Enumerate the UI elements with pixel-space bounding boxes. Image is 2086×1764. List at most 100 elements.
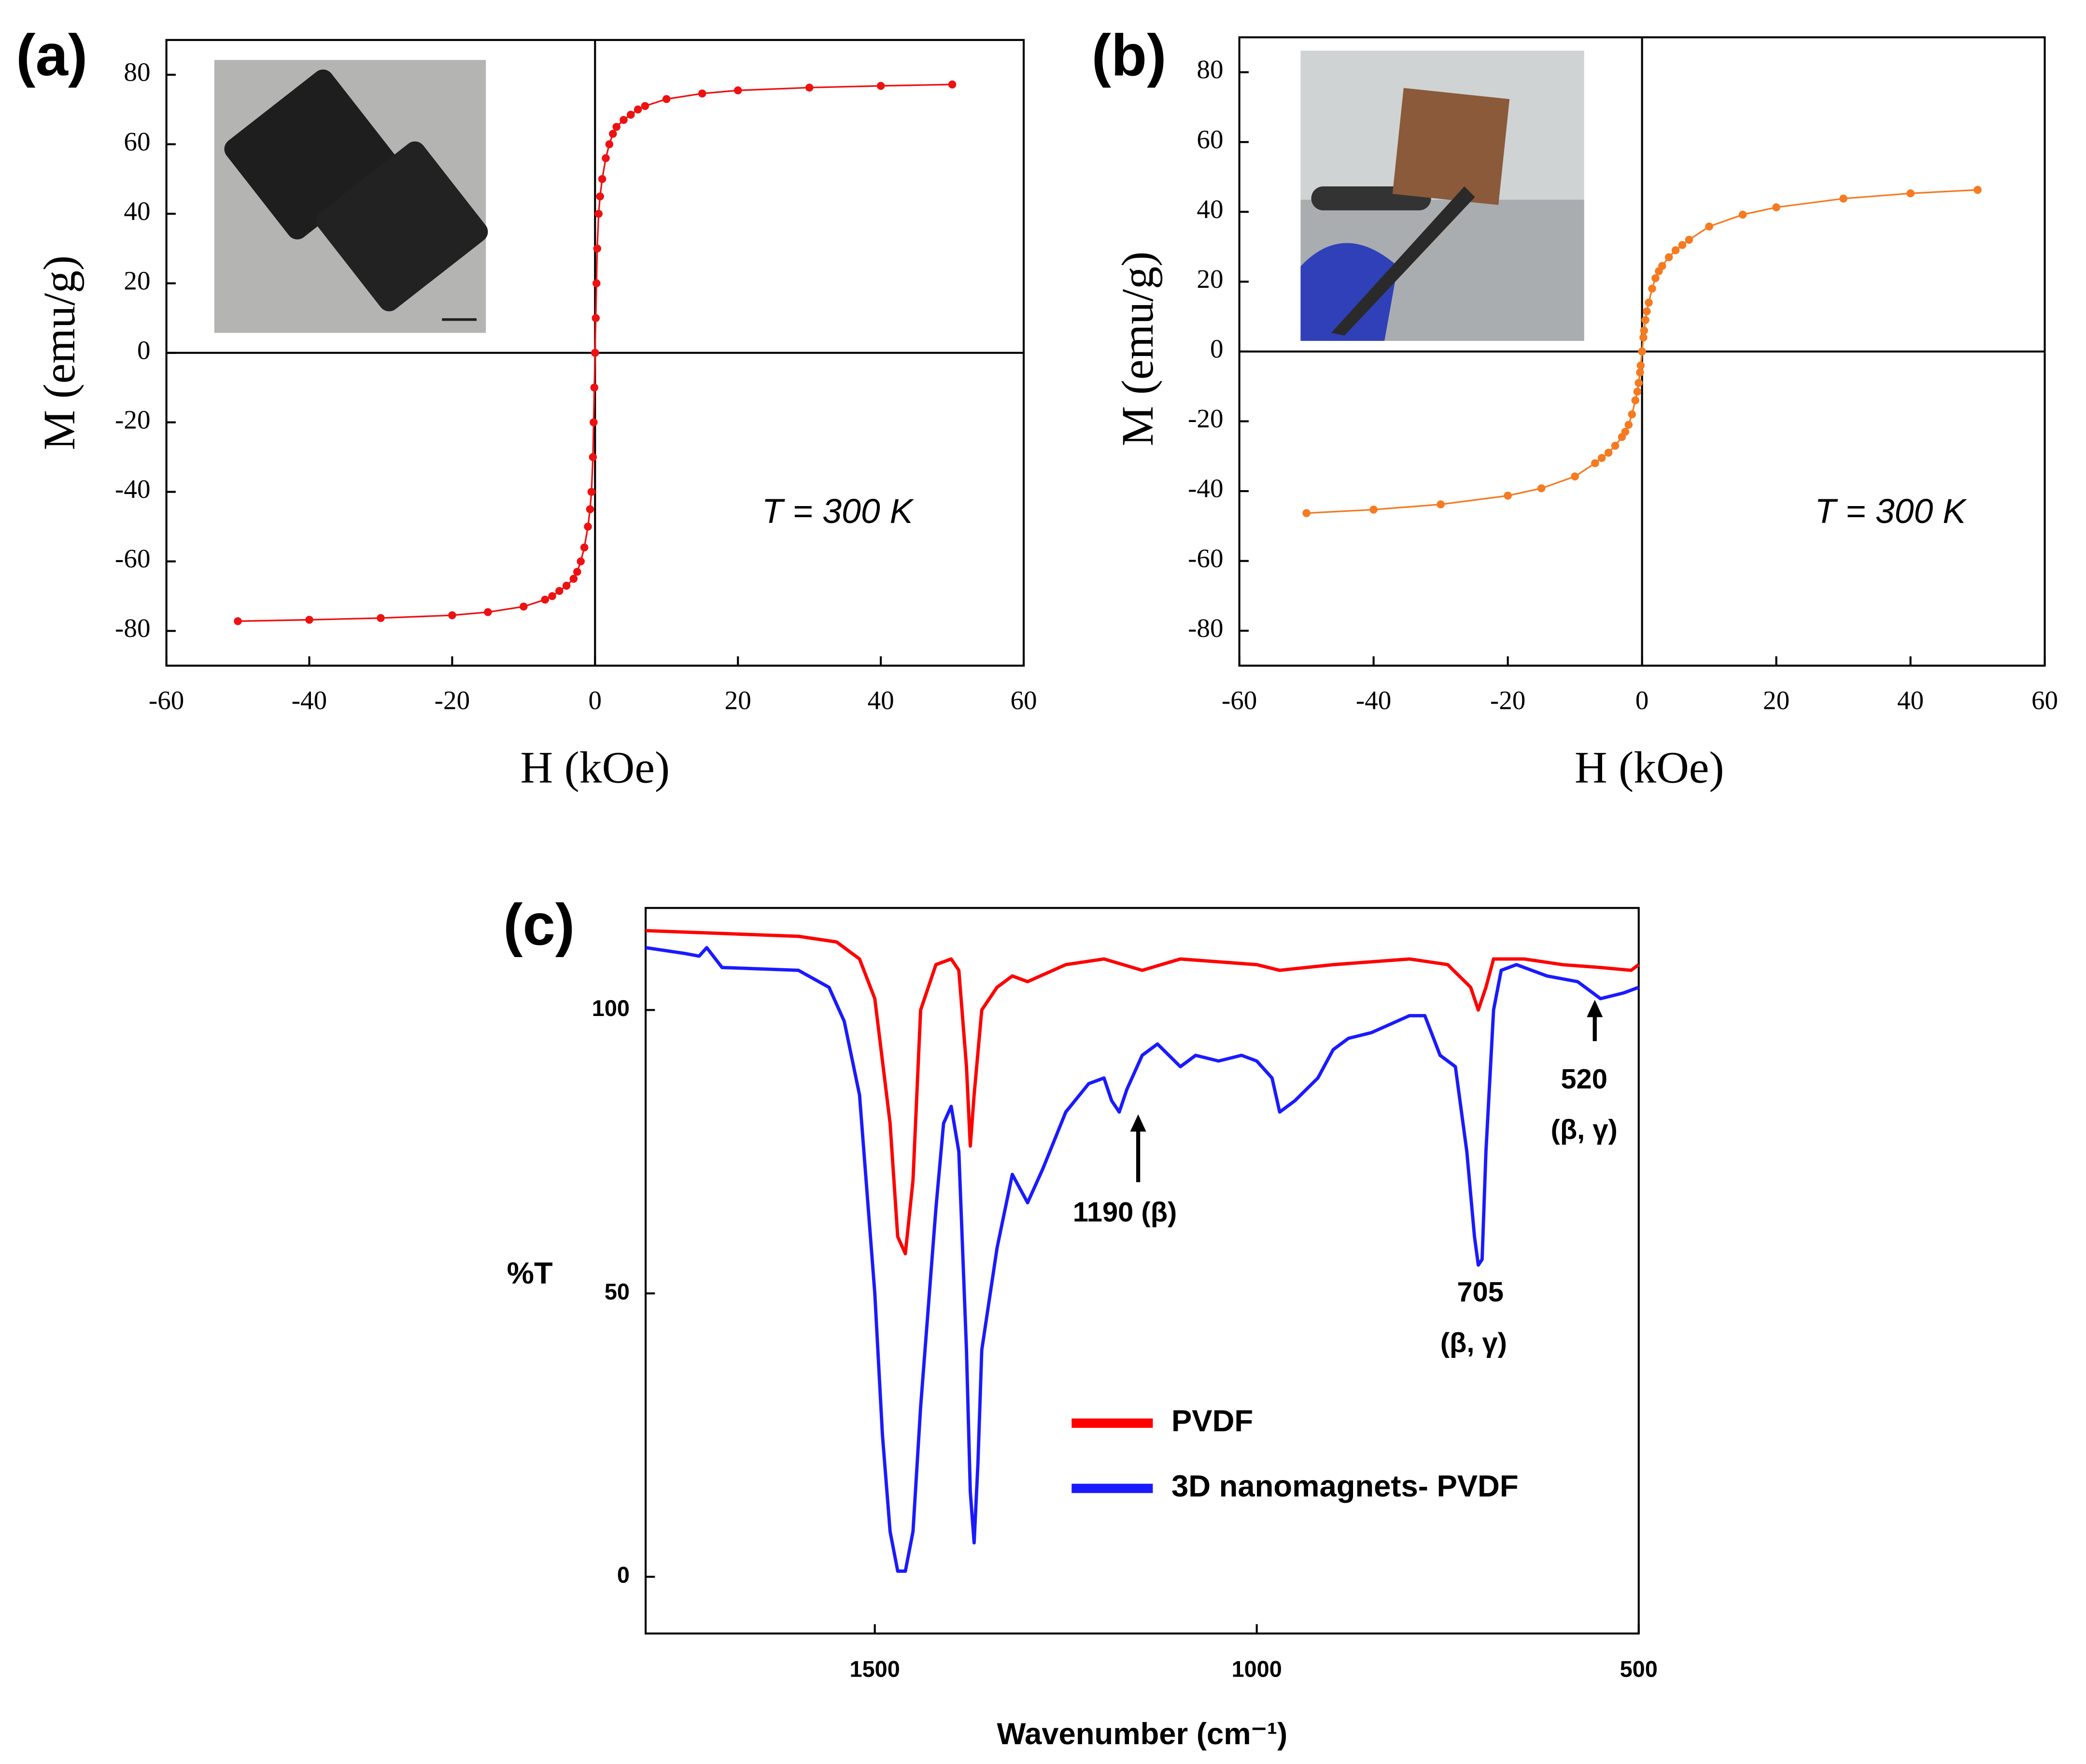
y-tick-label: -60 [1188,543,1223,573]
data-point [1611,441,1620,450]
annotation: (β, γ) [1440,1327,1507,1358]
y-tick-label: -40 [115,474,150,504]
data-point [602,154,610,162]
data-point [1648,284,1656,293]
data-point [627,111,635,119]
x-tick-label: -20 [1490,685,1525,715]
data-point [805,84,814,92]
y-tick-label: 100 [592,996,630,1021]
x-tick-label: -20 [435,685,470,715]
y-tick-label: -80 [1188,613,1223,643]
data-point [1597,454,1606,462]
data-point [377,614,385,622]
data-point [1571,472,1579,480]
series-line [645,946,1639,1573]
data-point [586,505,594,513]
data-point [1639,333,1648,342]
data-point [1678,241,1687,249]
data-point [620,116,628,124]
data-point [1604,449,1613,457]
data-point [1906,189,1915,198]
data-point [484,608,492,616]
data-point [591,349,599,357]
panel: (a) -60 -40 -20 0 20 40 60 -80 -60 -40 -20 0 20 40 60 80… [16,22,1037,792]
data-point [592,279,601,287]
y-tick-label: 80 [1197,55,1223,84]
y-tick-label: -40 [1188,474,1223,503]
x-tick-label: 20 [1763,685,1790,715]
data-point [1369,506,1378,514]
annotation-arrows [1130,1000,1603,1183]
annotation: T = 300 K [762,492,915,531]
x-tick-label: -40 [1356,685,1391,715]
data-point [592,314,600,322]
data-point [594,210,603,218]
y-tick-label: 0 [1210,334,1224,364]
data-point [698,89,706,98]
data-point [1624,421,1633,429]
data-point [1658,262,1666,270]
y-tick-label: -20 [1188,404,1223,433]
data-point [612,123,620,131]
y-tick-label: -80 [115,613,150,643]
data-point [1640,326,1649,335]
data-point [593,244,602,253]
photo-inset [1300,50,1584,341]
panel: (c) 1500 1000 500 0 50 100 Wavenumber (cm⁻¹) %T 1… [503,891,1658,1750]
data-point [1973,185,1982,194]
annotation: 520 [1561,1064,1607,1095]
data-point [562,581,571,590]
data-point [1631,396,1639,405]
legend-label: 3D nanomagnets- PVDF [1171,1469,1519,1503]
data-point [1671,246,1680,254]
data-point [520,602,528,611]
data-point [605,140,614,149]
x-tick-label: 500 [1620,1656,1658,1681]
x-tick-label: 1500 [850,1656,900,1681]
data-point [1638,347,1646,356]
x-tick-label: 60 [2031,685,2058,715]
y-axis-label: M (emu/g) [1113,252,1163,446]
data-point [1643,307,1651,316]
x-axis-label: H (kOe) [1575,743,1724,793]
data-point [634,105,642,114]
tem-inset [214,60,488,333]
data-point [1839,194,1847,203]
data-point [1633,387,1642,396]
y-tick-label: 0 [137,335,151,365]
y-tick-label: 50 [605,1279,630,1304]
data-point [1705,222,1713,231]
data-point [1504,492,1512,500]
data-point [580,543,589,552]
data-point [589,453,597,461]
data-point [587,488,596,496]
data-point [569,575,578,583]
data-point [577,557,585,565]
data-point [541,595,550,604]
data-point [555,587,564,595]
x-tick-label: 20 [725,685,751,715]
data-point [1302,509,1311,517]
y-tick-label: -60 [115,544,150,573]
data-point [662,95,671,103]
y-tick-label: 60 [1197,125,1223,154]
data-point [573,567,581,576]
x-tick-label: 40 [1897,685,1924,715]
annotation: 705 [1457,1277,1504,1308]
x-tick-label: -60 [1222,685,1257,715]
data-point [1437,500,1445,508]
x-tick-label: 1000 [1232,1656,1282,1681]
y-tick-label: 80 [124,57,150,86]
data-point [1636,361,1645,370]
data-point [1645,298,1653,307]
data-point [1738,211,1747,219]
data-point [1635,379,1643,387]
data-point [1636,368,1644,377]
x-tick-label: 0 [1635,685,1649,715]
y-tick-label: 60 [124,127,150,156]
y-tick-label: 40 [1197,194,1223,224]
panel-label: (b) [1092,22,1167,88]
data-point [1591,459,1599,467]
data-point [1664,253,1673,261]
data-point [234,617,242,625]
